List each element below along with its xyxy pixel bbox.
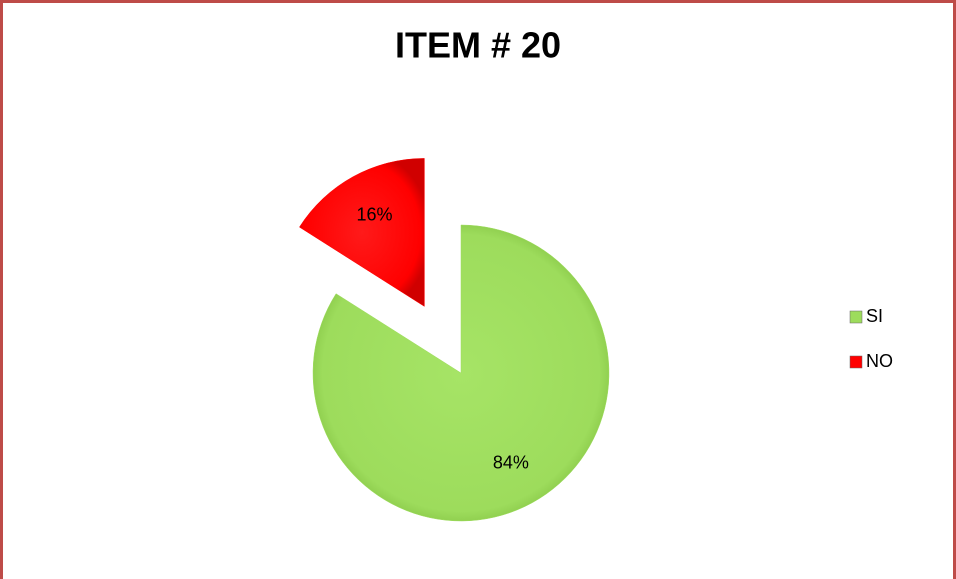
legend-label: SI <box>866 306 883 326</box>
legend-swatch <box>849 310 863 324</box>
pie-slice <box>299 158 425 307</box>
chart-title: ITEM # 20 <box>395 25 561 66</box>
data-label: 84% <box>493 453 529 473</box>
legend-swatch <box>849 355 863 369</box>
pie-slice <box>312 224 610 522</box>
data-label: 16% <box>356 204 392 224</box>
legend-label: NO <box>866 351 893 371</box>
